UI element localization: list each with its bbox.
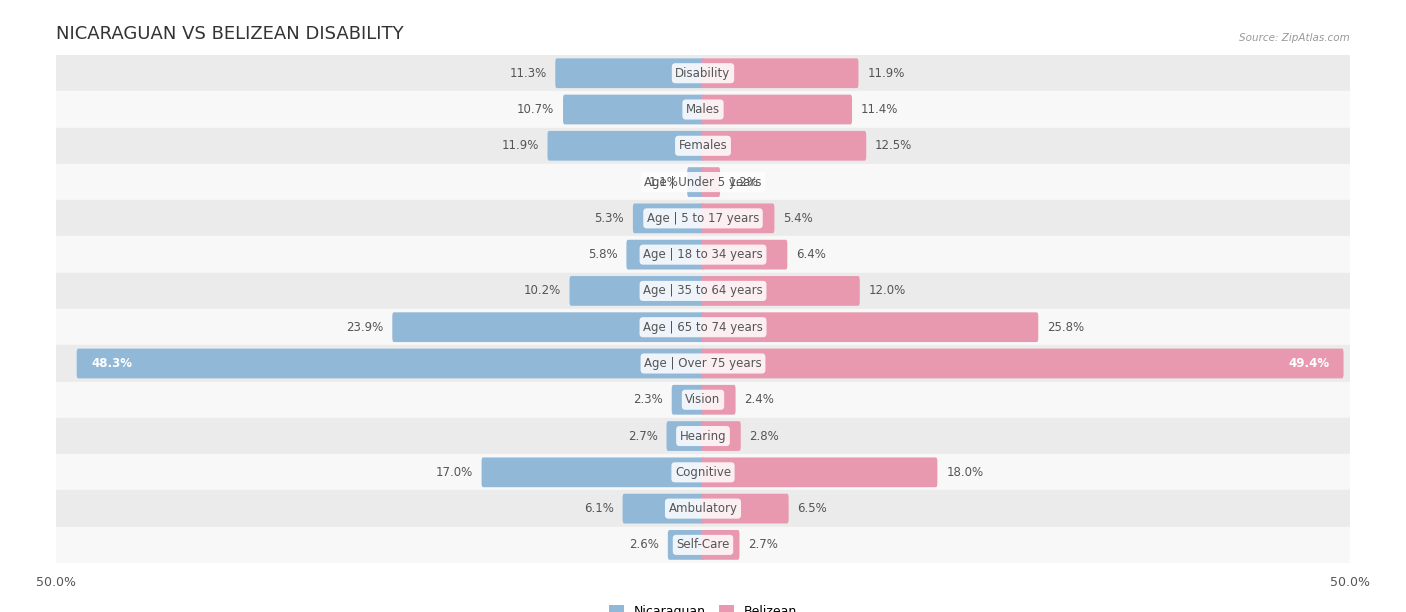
Text: Males: Males — [686, 103, 720, 116]
Text: 5.4%: 5.4% — [783, 212, 813, 225]
Bar — [56, 345, 1350, 382]
Bar — [56, 164, 1350, 200]
FancyBboxPatch shape — [702, 95, 852, 124]
Text: Age | 5 to 17 years: Age | 5 to 17 years — [647, 212, 759, 225]
FancyBboxPatch shape — [672, 385, 704, 415]
FancyBboxPatch shape — [702, 457, 938, 487]
Text: Source: ZipAtlas.com: Source: ZipAtlas.com — [1239, 33, 1350, 43]
Text: 17.0%: 17.0% — [436, 466, 472, 479]
Bar — [56, 490, 1350, 527]
Text: 10.2%: 10.2% — [523, 285, 561, 297]
Text: Age | 65 to 74 years: Age | 65 to 74 years — [643, 321, 763, 334]
Text: 25.8%: 25.8% — [1047, 321, 1084, 334]
Text: 49.4%: 49.4% — [1288, 357, 1329, 370]
Text: Females: Females — [679, 140, 727, 152]
FancyBboxPatch shape — [702, 530, 740, 560]
FancyBboxPatch shape — [77, 349, 704, 378]
Text: NICARAGUAN VS BELIZEAN DISABILITY: NICARAGUAN VS BELIZEAN DISABILITY — [56, 25, 404, 43]
Text: 12.5%: 12.5% — [875, 140, 912, 152]
Text: 11.3%: 11.3% — [509, 67, 547, 80]
Bar — [56, 309, 1350, 345]
FancyBboxPatch shape — [702, 131, 866, 161]
Text: 48.3%: 48.3% — [91, 357, 132, 370]
Legend: Nicaraguan, Belizean: Nicaraguan, Belizean — [609, 605, 797, 612]
Text: Age | 18 to 34 years: Age | 18 to 34 years — [643, 248, 763, 261]
Bar — [56, 382, 1350, 418]
Text: 5.8%: 5.8% — [588, 248, 617, 261]
Text: 11.9%: 11.9% — [868, 67, 904, 80]
Text: 12.0%: 12.0% — [869, 285, 905, 297]
FancyBboxPatch shape — [392, 312, 704, 342]
Text: 2.6%: 2.6% — [628, 539, 659, 551]
Text: 2.3%: 2.3% — [633, 394, 662, 406]
Text: 11.9%: 11.9% — [502, 140, 538, 152]
FancyBboxPatch shape — [702, 58, 859, 88]
Text: 2.4%: 2.4% — [744, 394, 775, 406]
FancyBboxPatch shape — [702, 349, 1344, 378]
Text: Disability: Disability — [675, 67, 731, 80]
Bar — [56, 527, 1350, 563]
Bar — [56, 236, 1350, 273]
Text: Ambulatory: Ambulatory — [668, 502, 738, 515]
Text: 2.7%: 2.7% — [628, 430, 658, 442]
Text: 5.3%: 5.3% — [595, 212, 624, 225]
FancyBboxPatch shape — [668, 530, 704, 560]
Text: 18.0%: 18.0% — [946, 466, 983, 479]
FancyBboxPatch shape — [702, 385, 735, 415]
Bar — [56, 55, 1350, 91]
Text: 2.8%: 2.8% — [749, 430, 779, 442]
Bar — [56, 273, 1350, 309]
Text: Age | 35 to 64 years: Age | 35 to 64 years — [643, 285, 763, 297]
FancyBboxPatch shape — [688, 167, 704, 197]
Text: 50.0%: 50.0% — [1330, 576, 1369, 589]
FancyBboxPatch shape — [623, 494, 704, 523]
Text: 6.5%: 6.5% — [797, 502, 827, 515]
Bar — [56, 454, 1350, 490]
Text: Cognitive: Cognitive — [675, 466, 731, 479]
FancyBboxPatch shape — [569, 276, 704, 306]
Bar — [56, 91, 1350, 128]
Text: 6.4%: 6.4% — [796, 248, 825, 261]
Bar — [56, 418, 1350, 454]
Text: Age | Under 5 years: Age | Under 5 years — [644, 176, 762, 188]
FancyBboxPatch shape — [555, 58, 704, 88]
Text: Vision: Vision — [685, 394, 721, 406]
FancyBboxPatch shape — [666, 421, 704, 451]
FancyBboxPatch shape — [633, 203, 704, 233]
Bar — [56, 200, 1350, 236]
FancyBboxPatch shape — [702, 167, 720, 197]
FancyBboxPatch shape — [562, 95, 704, 124]
Text: 50.0%: 50.0% — [37, 576, 76, 589]
FancyBboxPatch shape — [702, 203, 775, 233]
Text: 6.1%: 6.1% — [583, 502, 614, 515]
Text: 1.2%: 1.2% — [728, 176, 759, 188]
Text: 1.1%: 1.1% — [648, 176, 679, 188]
Text: 23.9%: 23.9% — [346, 321, 384, 334]
FancyBboxPatch shape — [627, 240, 704, 269]
Text: 10.7%: 10.7% — [517, 103, 554, 116]
Bar — [56, 128, 1350, 164]
FancyBboxPatch shape — [702, 276, 860, 306]
Text: 11.4%: 11.4% — [860, 103, 898, 116]
FancyBboxPatch shape — [547, 131, 704, 161]
Text: Self-Care: Self-Care — [676, 539, 730, 551]
Text: Age | Over 75 years: Age | Over 75 years — [644, 357, 762, 370]
Text: 2.7%: 2.7% — [748, 539, 778, 551]
FancyBboxPatch shape — [702, 494, 789, 523]
FancyBboxPatch shape — [702, 312, 1038, 342]
Text: Hearing: Hearing — [679, 430, 727, 442]
FancyBboxPatch shape — [702, 421, 741, 451]
FancyBboxPatch shape — [702, 240, 787, 269]
FancyBboxPatch shape — [481, 457, 704, 487]
